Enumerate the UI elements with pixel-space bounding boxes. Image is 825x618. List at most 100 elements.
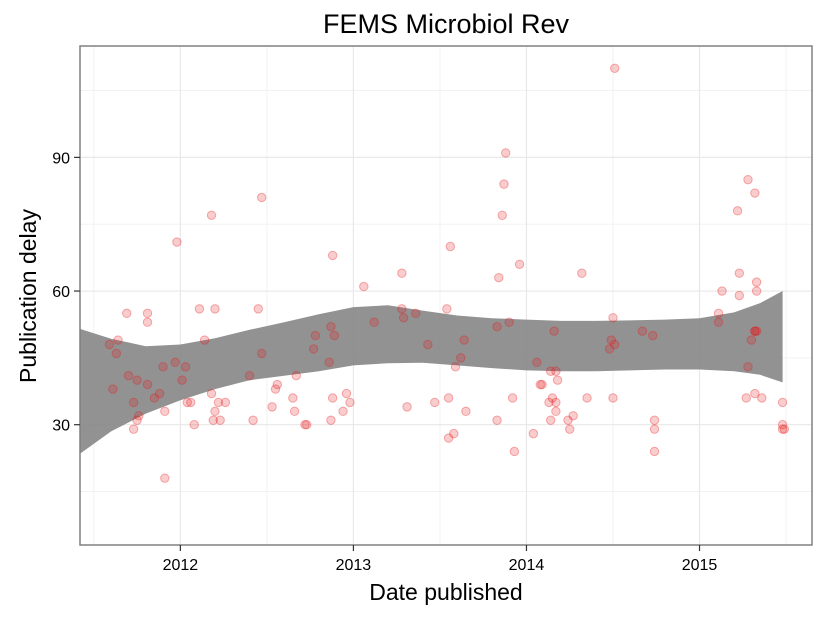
data-point (777, 420, 788, 430)
data-point (142, 317, 153, 327)
data-point (397, 304, 407, 314)
data-points (104, 63, 790, 483)
data-point (345, 397, 355, 408)
data-point (128, 424, 139, 434)
data-point (326, 321, 336, 332)
data-point (551, 406, 561, 417)
chart-title: FEMS Microbiol Rev (323, 9, 570, 39)
data-point (170, 357, 180, 368)
data-point (149, 393, 160, 403)
data-point (606, 335, 616, 345)
data-point (497, 210, 507, 221)
data-point (450, 362, 461, 372)
data-point (111, 348, 122, 359)
data-point (327, 250, 338, 261)
data-point (777, 424, 788, 434)
data-point (289, 406, 300, 417)
data-point (610, 339, 620, 350)
data-point (402, 402, 412, 412)
data-point (717, 286, 727, 296)
data-point (327, 393, 338, 403)
data-point (547, 393, 558, 403)
data-point (267, 402, 277, 412)
data-point (177, 375, 187, 385)
data-point (746, 335, 757, 345)
data-point (734, 290, 745, 301)
data-point (551, 366, 561, 376)
data-point (132, 375, 142, 385)
data-point (743, 174, 753, 185)
data-point (158, 362, 168, 372)
data-point (359, 281, 369, 292)
data-point (552, 375, 563, 385)
data-point (751, 277, 762, 287)
data-point (545, 415, 556, 425)
data-point (757, 393, 767, 403)
data-point (507, 393, 518, 403)
data-point (272, 379, 282, 390)
data-point (492, 415, 502, 425)
data-point (160, 473, 170, 483)
data-point (442, 304, 452, 314)
data-point (509, 446, 520, 457)
data-point (104, 339, 115, 350)
data-point (535, 379, 546, 390)
data-point (123, 370, 134, 381)
data-point (189, 420, 199, 430)
data-point (610, 63, 620, 73)
data-point (308, 344, 319, 354)
data-point (180, 362, 191, 372)
data-point (154, 388, 165, 399)
data-point (461, 406, 471, 417)
data-point (210, 406, 220, 417)
data-point (341, 388, 352, 399)
data-point (649, 446, 660, 457)
data-point (544, 397, 554, 408)
x-tick-label: 2013 (336, 557, 372, 574)
data-point (604, 344, 615, 354)
data-point (398, 313, 409, 323)
data-point (732, 206, 743, 216)
data-point (208, 415, 218, 425)
x-axis-label: Date published (369, 579, 522, 605)
data-point (577, 268, 587, 278)
data-point (108, 384, 118, 394)
data-point (291, 370, 302, 381)
data-point (134, 411, 144, 421)
data-point (563, 415, 573, 425)
data-point (551, 397, 561, 408)
data-point (504, 317, 514, 327)
data-point (257, 348, 267, 359)
data-point (122, 308, 132, 319)
data-point (113, 335, 123, 345)
data-point (751, 286, 762, 296)
data-point (565, 424, 575, 434)
data-point (397, 268, 407, 278)
data-point (244, 370, 255, 381)
data-point (300, 420, 310, 430)
data-point (528, 428, 539, 439)
data-point (750, 326, 760, 336)
data-point (501, 148, 511, 158)
data-point (257, 192, 267, 203)
data-point (194, 304, 205, 314)
data-point (777, 397, 788, 408)
y-axis-ticks: 30 60 90 (52, 150, 80, 435)
data-point (743, 362, 753, 372)
data-point (132, 415, 142, 425)
data-point (142, 308, 153, 319)
data-point (750, 326, 760, 336)
data-point (751, 326, 762, 336)
data-point (545, 366, 556, 376)
data-point (128, 397, 139, 408)
data-point (456, 353, 466, 363)
data-point (310, 330, 321, 341)
data-point (220, 397, 231, 408)
data-point (734, 268, 745, 278)
data-point (199, 335, 210, 345)
data-point (206, 388, 217, 399)
data-point (779, 424, 790, 434)
data-point (253, 304, 263, 314)
data-point (750, 188, 760, 198)
